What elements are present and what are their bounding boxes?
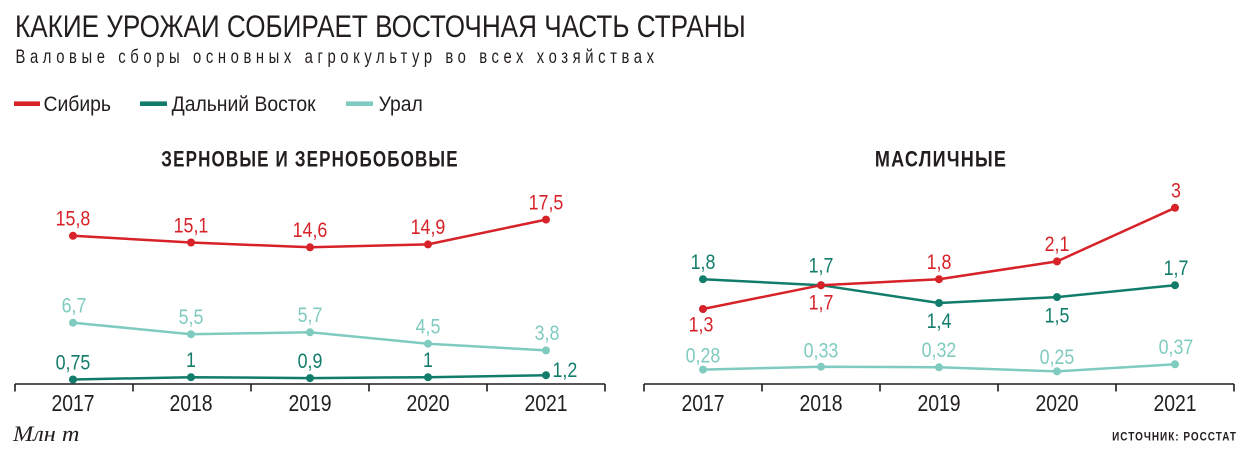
svg-text:Урал: Урал <box>379 92 423 116</box>
svg-text:0,33: 0,33 <box>804 339 839 363</box>
svg-text:2,1: 2,1 <box>1045 233 1070 257</box>
svg-text:6,7: 6,7 <box>62 294 87 318</box>
svg-text:Дальний Восток: Дальний Восток <box>172 92 317 116</box>
svg-text:1,7: 1,7 <box>809 291 834 315</box>
svg-text:15,8: 15,8 <box>56 207 91 231</box>
svg-text:3,8: 3,8 <box>535 322 560 346</box>
svg-text:3: 3 <box>1171 179 1181 203</box>
svg-text:КАКИЕ УРОЖАИ СОБИРАЕТ ВОСТОЧНА: КАКИЕ УРОЖАИ СОБИРАЕТ ВОСТОЧНАЯ ЧАСТЬ СТ… <box>15 10 746 45</box>
svg-text:1,8: 1,8 <box>691 251 716 275</box>
svg-text:1,8: 1,8 <box>927 251 952 275</box>
svg-text:2021: 2021 <box>524 390 567 416</box>
svg-text:2018: 2018 <box>169 390 212 416</box>
svg-text:МАСЛИЧНЫЕ: МАСЛИЧНЫЕ <box>875 148 1007 172</box>
svg-text:1,5: 1,5 <box>1045 304 1070 328</box>
svg-text:0,75: 0,75 <box>56 351 91 375</box>
svg-text:2020: 2020 <box>1035 390 1078 416</box>
svg-text:5,5: 5,5 <box>179 306 204 330</box>
svg-text:1,4: 1,4 <box>927 310 952 334</box>
svg-text:14,6: 14,6 <box>293 219 328 243</box>
svg-text:0,28: 0,28 <box>686 344 721 368</box>
svg-text:1,7: 1,7 <box>1164 257 1189 281</box>
svg-text:17,5: 17,5 <box>529 191 564 215</box>
svg-text:2019: 2019 <box>288 390 331 416</box>
svg-text:1,2: 1,2 <box>553 359 578 383</box>
svg-text:15,1: 15,1 <box>174 214 209 238</box>
svg-text:ЗЕРНОВЫЕ И ЗЕРНОБОБОВЫЕ: ЗЕРНОВЫЕ И ЗЕРНОБОБОВЫЕ <box>161 147 458 172</box>
svg-text:4,5: 4,5 <box>416 315 441 339</box>
svg-text:1: 1 <box>186 349 196 373</box>
svg-text:2021: 2021 <box>1153 390 1196 416</box>
svg-text:2017: 2017 <box>681 390 724 416</box>
svg-text:2020: 2020 <box>406 390 449 416</box>
svg-text:0,37: 0,37 <box>1159 335 1194 359</box>
svg-text:Валовые сборы основных агрокул: Валовые сборы основных агрокультур во вс… <box>16 46 659 67</box>
svg-text:2018: 2018 <box>799 390 842 416</box>
svg-text:1,3: 1,3 <box>689 313 714 337</box>
svg-text:1: 1 <box>423 349 433 373</box>
svg-text:1,7: 1,7 <box>809 254 834 278</box>
svg-text:0,25: 0,25 <box>1040 346 1075 370</box>
svg-text:5,7: 5,7 <box>298 304 323 328</box>
svg-text:2017: 2017 <box>51 390 94 416</box>
svg-text:Сибирь: Сибирь <box>44 92 111 116</box>
svg-text:2019: 2019 <box>917 390 960 416</box>
svg-text:ИСТОЧНИК: РОССТАТ: ИСТОЧНИК: РОССТАТ <box>1112 431 1237 444</box>
svg-text:Млн т: Млн т <box>12 421 80 445</box>
svg-text:0,32: 0,32 <box>922 339 957 363</box>
svg-text:0,9: 0,9 <box>298 350 323 374</box>
svg-text:14,9: 14,9 <box>411 216 446 240</box>
